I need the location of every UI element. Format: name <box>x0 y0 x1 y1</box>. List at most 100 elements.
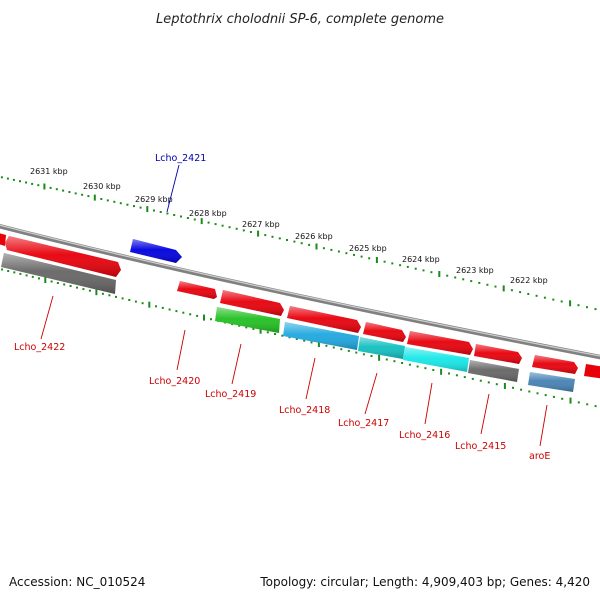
minor-tick <box>113 200 116 203</box>
minor-tick <box>560 300 563 303</box>
minor-tick <box>12 178 15 181</box>
minor-tick <box>207 221 210 224</box>
major-tick <box>44 277 47 283</box>
gene-gloss <box>1 236 578 392</box>
minor-tick <box>159 211 162 213</box>
minor-tick <box>368 257 371 260</box>
minor-tick <box>448 372 450 375</box>
minor-tick <box>528 390 531 393</box>
minor-tick <box>494 285 497 288</box>
gene-label-lcho-2418[interactable]: Lcho_2418 <box>279 405 330 416</box>
minor-tick <box>310 341 313 344</box>
tick-label: 2630 kbp <box>83 182 121 191</box>
minor-tick <box>406 265 409 268</box>
gene-label-lcho-2416[interactable]: Lcho_2416 <box>399 430 450 441</box>
gene-labels: Lcho_2421 Lcho_2422 Lcho_2420 Lcho_2419 … <box>14 153 550 462</box>
minor-tick <box>345 252 348 255</box>
genome-backbone-highlight <box>0 224 600 357</box>
minor-tick <box>1 268 4 271</box>
minor-tick <box>13 271 16 274</box>
minor-tick <box>288 336 291 339</box>
leader-lcho-2422 <box>40 295 54 340</box>
minor-tick <box>414 267 417 270</box>
minor-tick <box>155 305 157 308</box>
gene-label-aroE[interactable]: aroE <box>529 451 550 462</box>
minor-tick <box>470 280 473 283</box>
minor-tick <box>62 189 65 192</box>
minor-tick <box>7 270 10 272</box>
minor-tick <box>478 281 481 284</box>
minor-tick <box>416 365 419 368</box>
minor-tick <box>487 381 490 384</box>
tick-label: 2631 kbp <box>30 167 68 176</box>
gene-label-lcho-2422[interactable]: Lcho_2422 <box>14 342 65 353</box>
minor-tick <box>355 351 358 354</box>
minor-tick <box>119 202 122 205</box>
tick-label: 2628 kbp <box>189 209 227 218</box>
minor-tick <box>330 248 333 251</box>
minor-tick <box>536 392 539 395</box>
minor-tick <box>63 283 66 286</box>
minor-tick <box>295 338 298 340</box>
major-tick <box>569 397 572 404</box>
gene-label-lcho-2421[interactable]: Lcho_2421 <box>155 153 206 164</box>
minor-tick <box>337 250 340 253</box>
major-tick <box>259 327 262 334</box>
major-tick <box>317 341 320 348</box>
minor-tick <box>106 199 109 202</box>
major-tick <box>148 301 151 308</box>
minor-tick <box>271 235 274 238</box>
minor-tick <box>238 324 241 327</box>
minor-tick <box>74 192 77 195</box>
minor-tick <box>196 314 199 317</box>
minor-tick <box>561 397 564 400</box>
minor-tick <box>193 218 196 221</box>
minor-tick <box>432 369 435 371</box>
minor-tick <box>121 297 124 300</box>
minor-tick <box>168 308 171 311</box>
minor-tick <box>462 278 465 281</box>
major-tick <box>257 230 260 237</box>
minor-tick <box>166 212 169 215</box>
minor-tick <box>50 280 53 283</box>
minor-tick <box>340 348 343 351</box>
minor-tick <box>274 333 276 335</box>
minor-tick <box>577 304 580 307</box>
minor-tick <box>594 405 597 408</box>
minor-tick <box>399 264 402 267</box>
outer-tick-ring <box>0 176 597 311</box>
gene-arrow-partial-left[interactable] <box>0 232 6 246</box>
minor-tick <box>134 300 137 303</box>
minor-tick <box>249 231 252 233</box>
gene-arrow-partial-right[interactable] <box>584 364 600 379</box>
minor-tick <box>210 318 212 321</box>
tick-label: 2629 kbp <box>135 195 173 204</box>
gene-label-lcho-2419[interactable]: Lcho_2419 <box>205 389 256 400</box>
tick-label: 2624 kbp <box>402 255 440 264</box>
minor-tick <box>577 401 580 404</box>
minor-tick <box>82 288 85 291</box>
minor-tick <box>552 298 555 301</box>
minor-tick <box>31 275 34 278</box>
minor-tick <box>25 274 28 277</box>
leader-lcho-2420 <box>176 329 186 371</box>
major-tick <box>315 243 318 250</box>
minor-tick <box>385 358 388 361</box>
gene-label-lcho-2415[interactable]: Lcho_2415 <box>455 441 506 452</box>
major-tick <box>569 300 572 307</box>
major-tick <box>203 314 205 321</box>
minor-tick <box>101 292 104 295</box>
minor-tick <box>266 331 269 334</box>
gene-label-lcho-2420[interactable]: Lcho_2420 <box>149 376 200 387</box>
minor-tick <box>25 181 27 184</box>
minor-tick <box>544 394 547 397</box>
minor-tick <box>252 328 255 330</box>
minor-tick <box>49 186 52 189</box>
leader-lcho-2419 <box>231 343 242 385</box>
minor-tick <box>180 215 182 218</box>
minor-tick <box>430 271 433 274</box>
minor-tick <box>214 223 217 226</box>
gene-label-lcho-2417[interactable]: Lcho_2417 <box>338 418 389 429</box>
minor-tick <box>281 334 284 337</box>
minor-tick <box>19 272 22 275</box>
